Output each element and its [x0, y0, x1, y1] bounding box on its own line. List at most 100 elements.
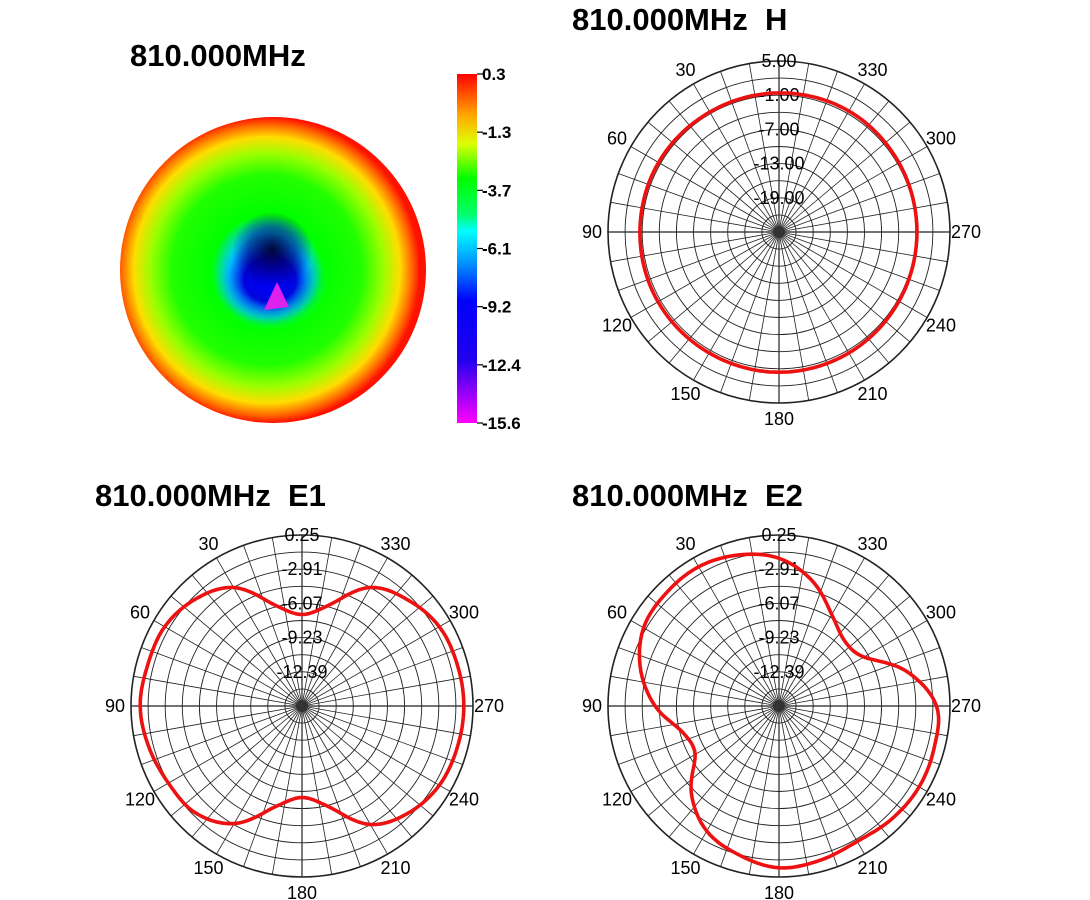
polar-grid-spoke	[778, 231, 911, 343]
polar-angle-label: 300	[449, 603, 479, 623]
polar-grid-spoke	[618, 173, 780, 233]
polar-grid-spoke	[301, 705, 463, 765]
polar-grid-spoke	[610, 705, 780, 737]
polar-grid-spoke	[301, 705, 451, 792]
polar-grid-spoke	[301, 705, 413, 838]
polar-grid-spoke	[778, 231, 890, 364]
polar-grid-spoke	[216, 557, 303, 707]
polar-grid-spoke	[630, 620, 780, 707]
polar-grid-spoke	[778, 595, 911, 707]
polar-angle-label: 240	[926, 316, 956, 336]
polar-angle-label: 150	[670, 858, 700, 878]
polar-grid-spoke	[778, 121, 911, 233]
polar-angle-label: 210	[857, 858, 887, 878]
polar-grid-spoke	[720, 71, 780, 233]
polar-angle-label: 270	[951, 222, 981, 242]
polar-grid-spoke	[618, 647, 780, 707]
polar-grid-spoke	[301, 705, 333, 875]
polar-e1-title: 810.000MHz E1	[95, 478, 326, 513]
polar-grid-spoke	[778, 647, 940, 707]
polar-grid-spoke	[778, 231, 838, 393]
polar-grid-spoke	[778, 537, 810, 707]
polar-radial-label: -12.39	[276, 662, 327, 682]
polar-grid-spoke	[647, 231, 780, 343]
polar-grid-spoke	[301, 537, 333, 707]
polar-grid-spoke	[668, 574, 780, 707]
polar-angle-label: 90	[582, 222, 602, 242]
polar-grid-spoke	[610, 675, 780, 707]
polar-grid-spoke	[618, 231, 780, 291]
polar-grid-spoke	[778, 146, 928, 233]
colorbar-label: 0.3	[482, 65, 506, 84]
polar-grid-spoke	[778, 231, 948, 263]
colorbar-label: -12.4	[482, 356, 521, 375]
polar-grid-spoke	[668, 705, 780, 838]
polar-grid-spoke	[301, 705, 471, 737]
polar-angle-label: 90	[582, 696, 602, 716]
polar-grid-spoke	[301, 705, 361, 867]
polar-angle-label: 30	[675, 534, 695, 554]
polar-grid-spoke	[630, 231, 780, 318]
polar-chart-e1: 810.000MHz E1 30 60 90 120 150 180 210 240 270 30…	[95, 478, 504, 900]
polar-radial-label: -2.91	[281, 559, 322, 579]
polar-radial-label: -9.23	[281, 628, 322, 648]
polar-angle-label: 120	[125, 790, 155, 810]
polar-grid-spoke	[630, 146, 780, 233]
polar-angle-label: 330	[857, 60, 887, 80]
polar-grid-spoke	[720, 545, 780, 707]
heatmap-panel: 810.000MHz 0.3 -1.3 -3.7 -6.1 -9.2 -12.4 -15.6	[120, 38, 521, 433]
heatmap-title: 810.000MHz	[130, 38, 306, 73]
polar-angle-label: 180	[287, 883, 317, 900]
polar-grid-spoke	[778, 231, 810, 401]
polar-grid-spoke	[778, 545, 838, 707]
polar-grid-spoke	[748, 63, 780, 233]
polar-angle-label: 180	[764, 409, 794, 429]
polar-grid-spoke	[778, 705, 911, 817]
polar-radial-label: -19.00	[753, 188, 804, 208]
polar-grid-spoke	[610, 201, 780, 233]
polar-grid-spoke	[668, 100, 780, 233]
polar-grid-spoke	[778, 620, 928, 707]
colorbar-label: -9.2	[482, 298, 511, 317]
polar-angle-label: 60	[130, 603, 150, 623]
polar-grid-spoke	[778, 83, 865, 233]
polar-angle-label: 120	[602, 316, 632, 336]
polar-grid-spoke	[630, 705, 780, 792]
polar-grid-spoke	[748, 705, 780, 875]
polar-angle-label: 30	[675, 60, 695, 80]
polar-radial-label: -1.00	[758, 85, 799, 105]
polar-angle-label: 270	[951, 696, 981, 716]
polar-grid-spoke	[778, 71, 838, 233]
polar-grid-spoke	[243, 545, 303, 707]
polar-grid-spoke	[720, 705, 780, 867]
polar-grid-spoke	[778, 705, 928, 792]
polar-grid-spoke	[191, 705, 303, 838]
polar-grid-spoke	[301, 705, 388, 855]
polar-grid-spoke	[693, 83, 780, 233]
colorbar-label: -15.6	[482, 414, 521, 433]
polar-grid-spoke	[243, 705, 303, 867]
polar-trace-e2	[637, 552, 941, 870]
polar-angle-label: 330	[380, 534, 410, 554]
polar-radial-label: -7.00	[758, 119, 799, 139]
polar-grid-spoke	[778, 557, 865, 707]
colorbar-label: -1.3	[482, 123, 511, 142]
polar-angle-label: 60	[607, 603, 627, 623]
polar-grid-spoke	[191, 574, 303, 707]
colorbar	[457, 74, 477, 423]
polar-grid-spoke	[693, 557, 780, 707]
polar-radial-label: -9.23	[758, 628, 799, 648]
polar-radial-label: 5.00	[761, 51, 796, 71]
polar-grid-spoke	[170, 705, 303, 817]
polar-grid-spoke	[301, 647, 463, 707]
polar-radial-label: 0.25	[284, 525, 319, 545]
polar-grid-spoke	[778, 705, 948, 737]
polar-hub	[296, 700, 308, 712]
polar-angle-label: 150	[670, 384, 700, 404]
polar-grid-spoke	[301, 705, 434, 817]
polar-grid-spoke	[170, 595, 303, 707]
polar-grid-spoke	[778, 705, 890, 838]
polar-e2-title: 810.000MHz E2	[572, 478, 803, 513]
colorbar-label: -6.1	[482, 240, 511, 259]
